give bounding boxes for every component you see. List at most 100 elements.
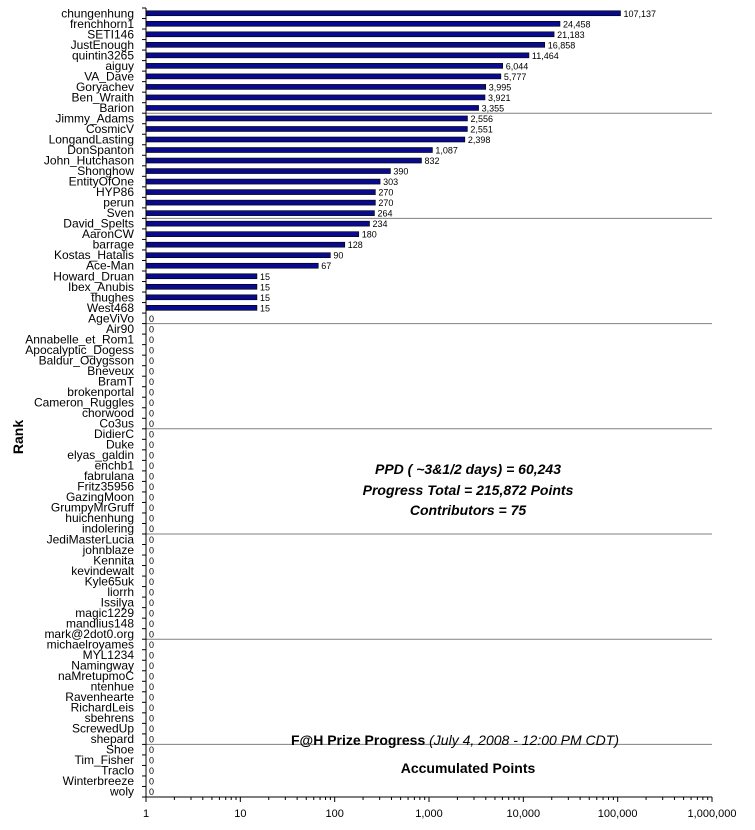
category-label: magic1229 [75,606,134,620]
category-label: Jimmy_Adams [55,111,134,125]
bar [145,10,621,17]
value-label: 15 [260,282,270,292]
value-label: 0 [149,703,154,713]
value-label: 0 [149,409,154,419]
category-label: Kyle65uk [85,574,135,588]
x-tick-label: 100,000 [598,808,638,820]
bar [145,73,502,80]
value-label: 67 [321,261,331,271]
value-label: 0 [149,587,154,597]
category-label: johnblaze [82,543,135,557]
value-label: 16,858 [548,40,576,50]
category-label: CosmicV [86,122,134,136]
value-label: 0 [149,756,154,766]
value-label: 0 [149,598,154,608]
value-label: 2,398 [468,135,491,145]
value-label: 0 [149,545,154,555]
category-label: Howard_Druan [53,269,134,283]
category-label: shepard [91,732,134,746]
value-label: 0 [149,535,154,545]
category-label: Namingway [71,659,134,673]
value-label: 0 [149,777,154,787]
category-label: Barion [99,101,134,115]
value-label: 0 [149,682,154,692]
value-label: 15 [260,272,270,282]
value-label: 0 [149,356,154,366]
value-label: 15 [260,303,270,313]
category-label: MYL1234 [83,648,135,662]
category-label: perun [103,196,134,210]
value-label: 0 [149,366,154,376]
bar [145,52,530,59]
category-label: frenchhorn1 [70,17,134,31]
category-label: mark@2dot0.org [44,627,134,641]
bar [145,305,258,311]
value-label: 0 [149,714,154,724]
value-label: 0 [149,324,154,334]
value-label: 0 [149,566,154,576]
category-label: BramT [98,374,135,388]
bar [145,115,468,122]
bar [145,157,422,164]
category-label: GrumpyMrGruff [51,501,135,515]
value-label: 0 [149,387,154,397]
value-label: 270 [378,198,393,208]
category-label: ScrewedUp [72,722,134,736]
bar [145,105,479,111]
category-label: VA_Dave [84,69,134,83]
chart-subtitle: Accumulated Points [400,760,536,776]
value-label: 11,464 [532,51,559,61]
category-label: Kennita [93,553,134,567]
category-label: Air90 [106,322,134,336]
category-label: West468 [87,301,134,315]
category-label: Winterbreeze [63,774,135,788]
value-label: 0 [149,493,154,503]
axes: 1 10 100 1,000 10,000 100,000 1,000,000 [142,7,736,820]
value-label: 0 [149,398,154,408]
value-label: 0 [149,345,154,355]
category-label: SETI146 [87,27,134,41]
y-axis-title: Rank [10,420,26,454]
category-label: aiguy [105,59,134,73]
bar [145,283,258,290]
value-label: 2,551 [470,124,493,134]
value-label: 90 [333,251,343,261]
category-label: John_Hutchason [44,154,134,168]
category-label: DidierC [94,427,134,441]
category-label: Traclo [101,764,134,778]
category-label: mandlius148 [66,616,134,630]
value-label: 303 [383,177,398,187]
value-label: 21,183 [557,30,585,40]
category-label: Apocalyptic_Dogess [25,343,134,357]
category-label: Sven [107,206,134,220]
x-tick-label: 10 [234,808,246,820]
bar [145,241,346,248]
value-label: 264 [377,209,392,219]
value-label: 0 [149,619,154,629]
x-tick-label: 100 [325,808,343,820]
value-label: 0 [149,514,154,524]
category-label: Bneveux [87,364,134,378]
value-labels: 107,137 24,45821,18316,85811,4646,0445,77… [149,9,656,797]
value-label: 0 [149,314,154,324]
bar [145,63,504,69]
bar [145,168,391,174]
value-label: 0 [149,735,154,745]
value-label: 390 [393,167,408,177]
chart-title-date: (July 4, 2008 - 12:00 PM CDT) [429,732,619,748]
ppd-annotation: PPD ( ~3&1/2 days) = 60,243 [375,461,561,477]
value-label: 107,137 [623,9,656,19]
value-label: 270 [378,188,393,198]
bar [145,84,487,90]
value-label: 0 [149,640,154,650]
value-label: 0 [149,661,154,671]
category-label: huichenhung [65,511,134,525]
value-label: 0 [149,503,154,513]
value-label: 3,995 [489,82,512,92]
value-label: 0 [149,724,154,734]
value-label: 234 [372,219,387,229]
category-label: Co3us [99,417,134,431]
value-label: 0 [149,430,154,440]
value-label: 180 [362,230,377,240]
category-label: woly [109,785,134,799]
